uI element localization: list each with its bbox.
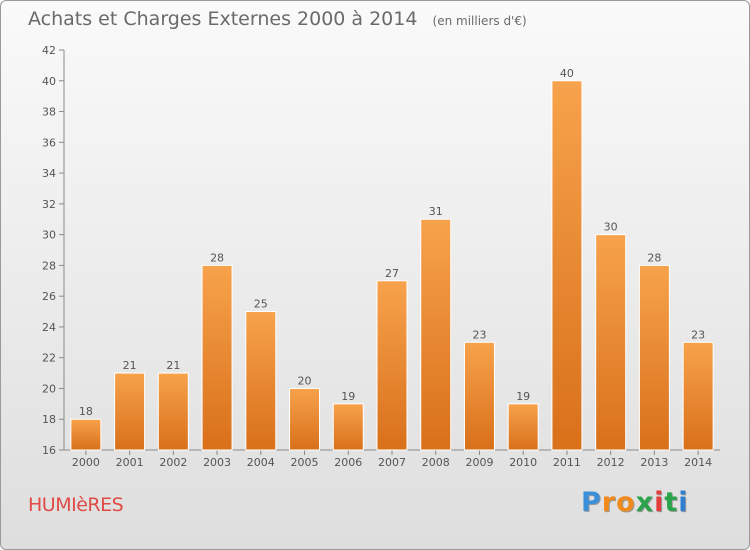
bar-value-label: 31	[429, 205, 443, 218]
x-tick-label: 2008	[422, 456, 450, 469]
logo-letter: o	[616, 487, 636, 518]
bar-value-label: 19	[516, 390, 530, 403]
x-tick-label: 2009	[465, 456, 493, 469]
logo-letter: r	[601, 487, 617, 518]
bar-value-label: 25	[254, 298, 268, 311]
x-tick-label: 2004	[247, 456, 275, 469]
bar-value-label: 21	[123, 359, 137, 372]
bar	[289, 387, 321, 451]
bar-value-label: 19	[341, 390, 355, 403]
bar	[507, 403, 539, 451]
logo-letter: t	[664, 487, 679, 518]
x-tick-label: 2003	[203, 456, 231, 469]
place-name: HUMIèRES	[28, 494, 124, 516]
y-tick-label: 22	[42, 352, 56, 365]
bar	[70, 418, 102, 451]
y-tick-label: 32	[42, 198, 56, 211]
y-tick-label: 24	[42, 321, 56, 334]
x-tick-label: 2014	[684, 456, 712, 469]
bar	[201, 264, 233, 451]
y-tick-label: 16	[42, 444, 56, 457]
bar-value-label: 40	[560, 67, 574, 80]
logo-letter: P	[581, 487, 602, 518]
x-tick-label: 2012	[597, 456, 625, 469]
bar	[245, 311, 277, 451]
y-tick-label: 36	[42, 136, 56, 149]
y-tick-label: 18	[42, 413, 56, 426]
bar	[638, 264, 670, 451]
bar-value-label: 27	[385, 267, 399, 280]
x-tick-label: 2001	[116, 456, 144, 469]
chart-title-row: Achats et Charges Externes 2000 à 2014 (…	[28, 8, 527, 30]
x-tick-label: 2006	[334, 456, 362, 469]
bar	[682, 341, 714, 451]
bar	[551, 80, 583, 451]
bar-value-label: 28	[210, 251, 224, 264]
proxiti-logo: Proxiti	[581, 487, 689, 518]
logo-letter: i	[678, 487, 689, 518]
chart-unit: (en milliers d'€)	[432, 14, 527, 28]
y-tick-label: 26	[42, 290, 56, 303]
y-tick-label: 30	[42, 229, 56, 242]
y-tick-label: 42	[42, 44, 56, 57]
y-tick-label: 38	[42, 106, 56, 119]
bar	[157, 372, 189, 451]
bar-value-label: 28	[647, 251, 661, 264]
bar	[463, 341, 495, 451]
bar	[332, 403, 364, 451]
bar	[420, 218, 452, 451]
bar	[376, 280, 408, 451]
x-tick-label: 2000	[72, 456, 100, 469]
x-tick-label: 2011	[553, 456, 581, 469]
bar-value-label: 23	[472, 328, 486, 341]
x-tick-label: 2013	[640, 456, 668, 469]
bar	[595, 234, 627, 451]
x-tick-label: 2005	[291, 456, 319, 469]
logo-letter: x	[635, 487, 655, 518]
y-tick-label: 34	[42, 167, 56, 180]
bar-value-label: 20	[298, 374, 312, 387]
x-tick-label: 2010	[509, 456, 537, 469]
x-tick-label: 2007	[378, 456, 406, 469]
bar-value-label: 21	[166, 359, 180, 372]
y-tick-label: 20	[42, 382, 56, 395]
y-tick-label: 28	[42, 259, 56, 272]
bar	[114, 372, 146, 451]
chart-title: Achats et Charges Externes 2000 à 2014	[28, 8, 418, 30]
x-tick-label: 2002	[159, 456, 187, 469]
bar-value-label: 30	[604, 221, 618, 234]
bar-value-label: 23	[691, 328, 705, 341]
y-tick-label: 40	[42, 75, 56, 88]
bar-value-label: 18	[79, 405, 93, 418]
logo-letter: i	[654, 487, 665, 518]
